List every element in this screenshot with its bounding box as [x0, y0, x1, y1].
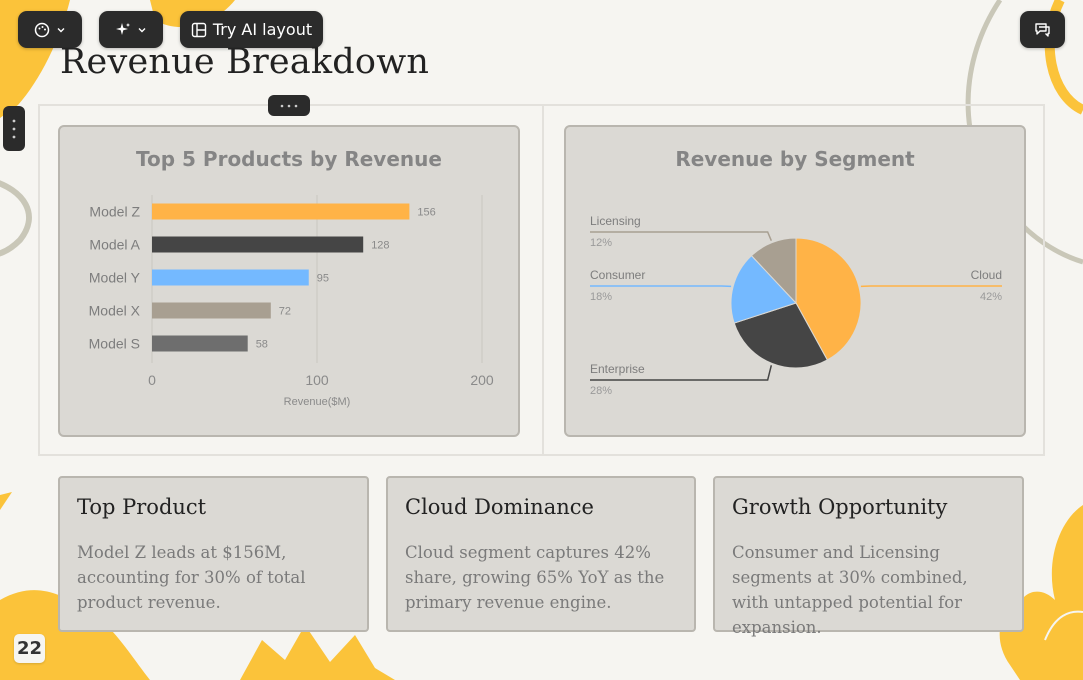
insight-card-growth-opportunity[interactable]: Growth Opportunity Consumer and Licensin… — [713, 476, 1024, 637]
bar-value-label: 128 — [371, 240, 389, 252]
pie-chart-card[interactable]: Revenue by Segment Cloud 42% Enterprise 28%… — [564, 125, 1026, 437]
pie-chart-title: Revenue by Segment — [675, 147, 915, 171]
chevron-down-icon — [57, 27, 65, 32]
page-number: 22 — [14, 634, 45, 663]
more-horizontal-icon — [280, 104, 298, 107]
category-label: Model S — [89, 336, 140, 352]
pie-slice — [795, 237, 862, 361]
bar-value-label: 72 — [279, 306, 291, 318]
bar-value-label: 58 — [256, 339, 268, 351]
bar-chart-title: Top 5 Products by Revenue — [136, 147, 442, 171]
card-body: Consumer and Licensing segments at 30% c… — [732, 543, 968, 637]
try-ai-layout-button[interactable]: Try AI layout — [180, 11, 323, 48]
leader-line — [590, 365, 773, 381]
drag-handle[interactable] — [268, 95, 310, 116]
slice-label: Consumer — [590, 268, 645, 282]
bar — [152, 203, 410, 220]
palette-icon — [34, 22, 50, 37]
sparkle-icon — [116, 22, 130, 35]
category-label: Model Z — [89, 204, 140, 220]
bar-value-label: 156 — [417, 207, 435, 219]
slice-label: Licensing — [590, 214, 641, 228]
bar-chart-card[interactable]: Top 5 Products by Revenue Model Z 156 Mode… — [58, 125, 520, 437]
category-label: Model A — [89, 237, 140, 253]
charts-container — [38, 104, 1045, 456]
pie-slice — [730, 254, 797, 324]
leader-line — [590, 231, 773, 241]
insight-card-cloud-dominance[interactable]: Cloud Dominance Cloud segment captures 4… — [386, 476, 696, 632]
bar — [152, 335, 248, 352]
card-body: Cloud segment captures 42% share, growin… — [405, 543, 665, 612]
ai-sparkle-button[interactable] — [99, 11, 163, 48]
more-vertical-icon — [12, 119, 16, 138]
comments-button[interactable] — [1020, 11, 1065, 48]
category-label: Model Y — [89, 270, 141, 286]
slice-label: Enterprise — [590, 362, 645, 376]
column-divider — [542, 106, 544, 454]
bar — [152, 269, 309, 286]
slice-percent-label: 42% — [980, 291, 1002, 303]
slice-percent-label: 18% — [590, 291, 612, 303]
card-body: Model Z leads at $156M, accounting for 3… — [77, 543, 306, 612]
try-ai-layout-label: Try AI layout — [212, 20, 313, 39]
bar-chart: Model Z 156 Model A 128 Model Y 95 Model X 72 Mo… — [89, 195, 494, 408]
slide-title: Revenue Breakdown — [60, 42, 430, 82]
bar-value-label: 95 — [317, 273, 329, 285]
x-tick-label: 0 — [148, 372, 156, 388]
pie-slice — [750, 237, 797, 305]
chevron-down-icon — [138, 27, 146, 32]
slice-percent-label: 12% — [590, 237, 612, 249]
card-title: Top Product — [77, 495, 207, 519]
insight-card-top-product[interactable]: Top Product Model Z leads at $156M, acco… — [58, 476, 369, 632]
category-label: Model X — [89, 303, 141, 319]
comment-icon — [1035, 23, 1050, 37]
x-tick-label: 100 — [305, 372, 329, 388]
theme-palette-button[interactable] — [18, 11, 82, 48]
layout-icon — [191, 22, 207, 37]
side-drag-handle[interactable] — [3, 106, 25, 151]
pie-chart: Cloud 42% Enterprise 28% Consumer 18% Licensin… — [590, 214, 1002, 397]
slice-label: Cloud — [971, 268, 1002, 282]
bar — [152, 302, 271, 319]
pie-slice — [733, 302, 828, 369]
slice-percent-label: 28% — [590, 385, 612, 397]
card-title: Cloud Dominance — [405, 495, 594, 519]
bar — [152, 236, 364, 253]
x-tick-label: 200 — [470, 372, 494, 388]
card-title: Growth Opportunity — [732, 495, 948, 519]
x-axis-label: Revenue($M) — [284, 396, 351, 408]
